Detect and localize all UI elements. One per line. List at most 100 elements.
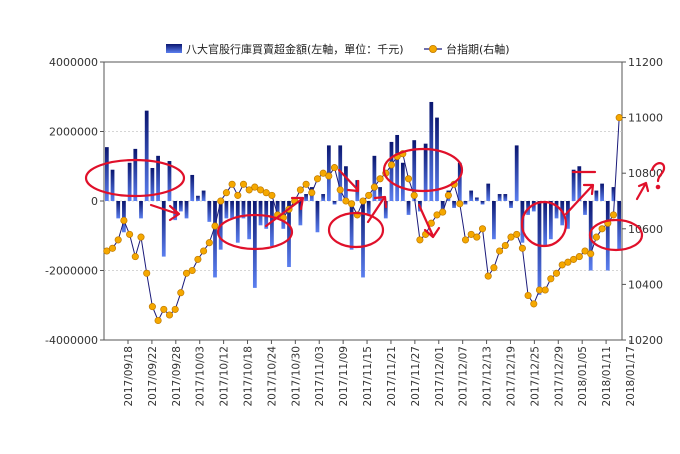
bar xyxy=(423,143,428,201)
bar xyxy=(440,201,445,215)
bar xyxy=(605,201,610,271)
annotation-arrow-3 xyxy=(337,168,360,193)
bar xyxy=(583,201,587,215)
line-point xyxy=(308,189,316,197)
bar xyxy=(463,201,468,205)
bar xyxy=(457,162,462,201)
bar xyxy=(196,195,200,201)
bar xyxy=(383,201,388,219)
x-tick-label: 2017/12/19 xyxy=(505,346,517,407)
annotation-arrow-7 xyxy=(635,181,650,201)
x-tick-label: 2017/09/18 xyxy=(123,346,135,407)
bar xyxy=(492,201,496,240)
line-point xyxy=(570,255,578,263)
x-tick-label: 2017/11/03 xyxy=(314,346,326,407)
line-point xyxy=(154,316,162,325)
bar xyxy=(361,201,365,278)
bar xyxy=(287,201,291,268)
bar xyxy=(156,155,160,201)
line-point xyxy=(490,264,498,272)
bar xyxy=(571,169,576,201)
line-point xyxy=(268,191,276,199)
bar xyxy=(344,166,348,201)
line-point xyxy=(575,253,583,261)
line-point xyxy=(325,172,333,180)
bar xyxy=(429,101,434,201)
bar xyxy=(543,201,548,247)
annotation-circle-5 xyxy=(520,200,568,248)
bar xyxy=(435,117,439,201)
bar xyxy=(150,167,155,201)
y-left-tick-label: 0 xyxy=(91,195,98,208)
bar xyxy=(452,201,456,208)
bar xyxy=(537,201,542,295)
line-point xyxy=(615,114,623,122)
line-point xyxy=(416,236,424,244)
bar xyxy=(213,201,217,278)
line-point xyxy=(205,239,213,247)
line-point xyxy=(461,236,470,244)
line-point xyxy=(592,233,600,241)
bar xyxy=(224,201,229,219)
line-point xyxy=(433,211,441,219)
line-point xyxy=(518,244,526,252)
line-point xyxy=(410,191,418,199)
line-point xyxy=(319,169,327,177)
annotation-arrow-2 xyxy=(264,196,305,228)
y-right-tick-label: 10400 xyxy=(628,278,663,291)
bar xyxy=(298,201,303,226)
bar xyxy=(315,201,320,233)
bar xyxy=(497,194,502,201)
line-point xyxy=(120,216,128,225)
bar xyxy=(389,141,394,201)
annotation-circle-6 xyxy=(588,218,644,252)
bar xyxy=(252,201,257,288)
bar xyxy=(207,201,212,222)
y-right-tick-label: 10800 xyxy=(628,167,663,180)
line-point xyxy=(108,244,117,252)
legend-bar-label: 八大官股行庫買賣超金額(左軸，單位：千元) xyxy=(186,42,404,56)
line-point xyxy=(496,247,504,255)
line-point xyxy=(148,303,156,311)
line-point xyxy=(348,200,356,208)
y-left-tick-label: -2000000 xyxy=(45,265,98,278)
x-tick-label: 2017/11/27 xyxy=(410,346,422,407)
line-point xyxy=(342,197,350,205)
line-point xyxy=(473,233,481,241)
line-point xyxy=(598,225,606,233)
line-point xyxy=(137,233,145,241)
bar xyxy=(178,201,183,212)
annotation-dot xyxy=(655,184,661,190)
line-point xyxy=(182,269,191,277)
bar xyxy=(241,201,246,219)
bar xyxy=(110,169,115,201)
line-point xyxy=(330,164,339,172)
bar xyxy=(127,162,132,201)
bar xyxy=(321,194,326,201)
bar xyxy=(258,201,263,226)
x-tick-label: 2018/01/11 xyxy=(601,346,613,407)
bar xyxy=(332,201,337,205)
x-axis: 2017/09/18 2017/09/22 2017/09/28 2017/10/03… xyxy=(123,340,637,407)
y-right-tick-label: 10200 xyxy=(628,334,663,347)
line-point xyxy=(547,275,555,283)
bar xyxy=(531,201,536,212)
annotation-arrow-6 xyxy=(564,183,595,216)
x-tick-label: 2017/10/03 xyxy=(195,346,207,407)
line-point xyxy=(239,180,248,188)
line-point xyxy=(530,300,538,308)
line-point xyxy=(194,255,202,263)
line-point xyxy=(165,311,174,319)
line-point xyxy=(581,247,589,255)
line-point xyxy=(103,247,111,255)
bar xyxy=(400,162,405,201)
line-point xyxy=(587,250,595,258)
bar xyxy=(503,194,508,201)
x-tick-label: 2017/12/07 xyxy=(458,346,470,407)
bar xyxy=(509,201,513,208)
y-axis-left: 4000000 2000000 0 -2000000 -4000000 xyxy=(45,56,104,347)
x-tick-label: 2017/10/24 xyxy=(266,346,278,407)
bar xyxy=(395,134,400,201)
annotation-circle-3 xyxy=(327,211,385,249)
